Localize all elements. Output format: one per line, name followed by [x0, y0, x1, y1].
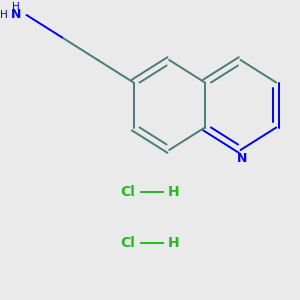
Text: N: N: [11, 8, 21, 22]
Text: Cl: Cl: [120, 236, 135, 250]
Text: H: H: [168, 236, 179, 250]
Text: Cl: Cl: [120, 185, 135, 199]
Text: H: H: [168, 185, 179, 199]
Text: H: H: [0, 10, 8, 20]
Text: H: H: [12, 2, 20, 12]
Text: N: N: [237, 152, 247, 164]
